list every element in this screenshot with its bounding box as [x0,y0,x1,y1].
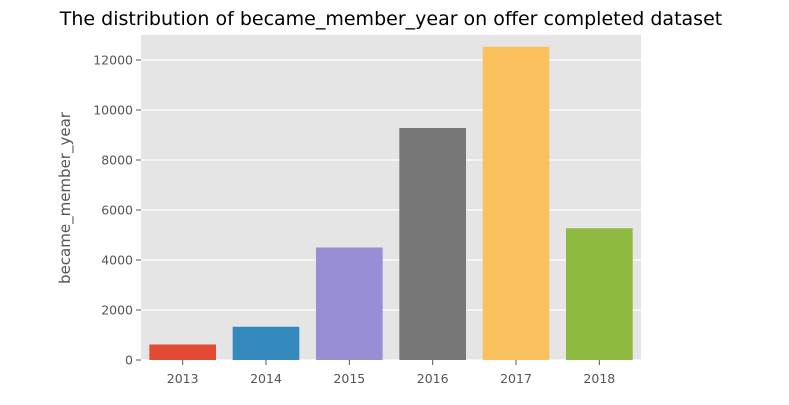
y-tick-label: 0 [125,353,133,368]
bar-2013 [149,344,216,360]
x-tick-label: 2018 [583,371,615,386]
y-tick-label: 6000 [101,203,133,218]
plot-background [141,35,641,360]
chart-title: The distribution of became_member_year o… [59,8,722,30]
y-tick-label: 8000 [101,153,133,168]
bar-2018 [566,228,633,360]
x-tick-label: 2016 [417,371,449,386]
bar-2015 [316,247,383,360]
x-axis-ticks: 2013 2014 2015 2016 2017 2018 [167,360,615,386]
x-tick-label: 2013 [167,371,199,386]
bar-2017 [482,46,550,360]
bar-2014 [232,326,300,360]
y-tick-label: 2000 [101,303,133,318]
y-axis-ticks: 0 2000 4000 6000 8000 10000 12000 [93,53,141,368]
x-tick-label: 2015 [333,371,365,386]
x-tick-label: 2014 [250,371,282,386]
bar-2016 [399,128,466,360]
x-tick-label: 2017 [500,371,532,386]
gridlines [141,59,641,361]
y-tick-label: 4000 [101,253,133,268]
y-axis-label: became_member_year [56,111,75,284]
bars [149,46,633,360]
y-tick-label: 12000 [93,53,133,68]
y-tick-label: 10000 [93,103,133,118]
